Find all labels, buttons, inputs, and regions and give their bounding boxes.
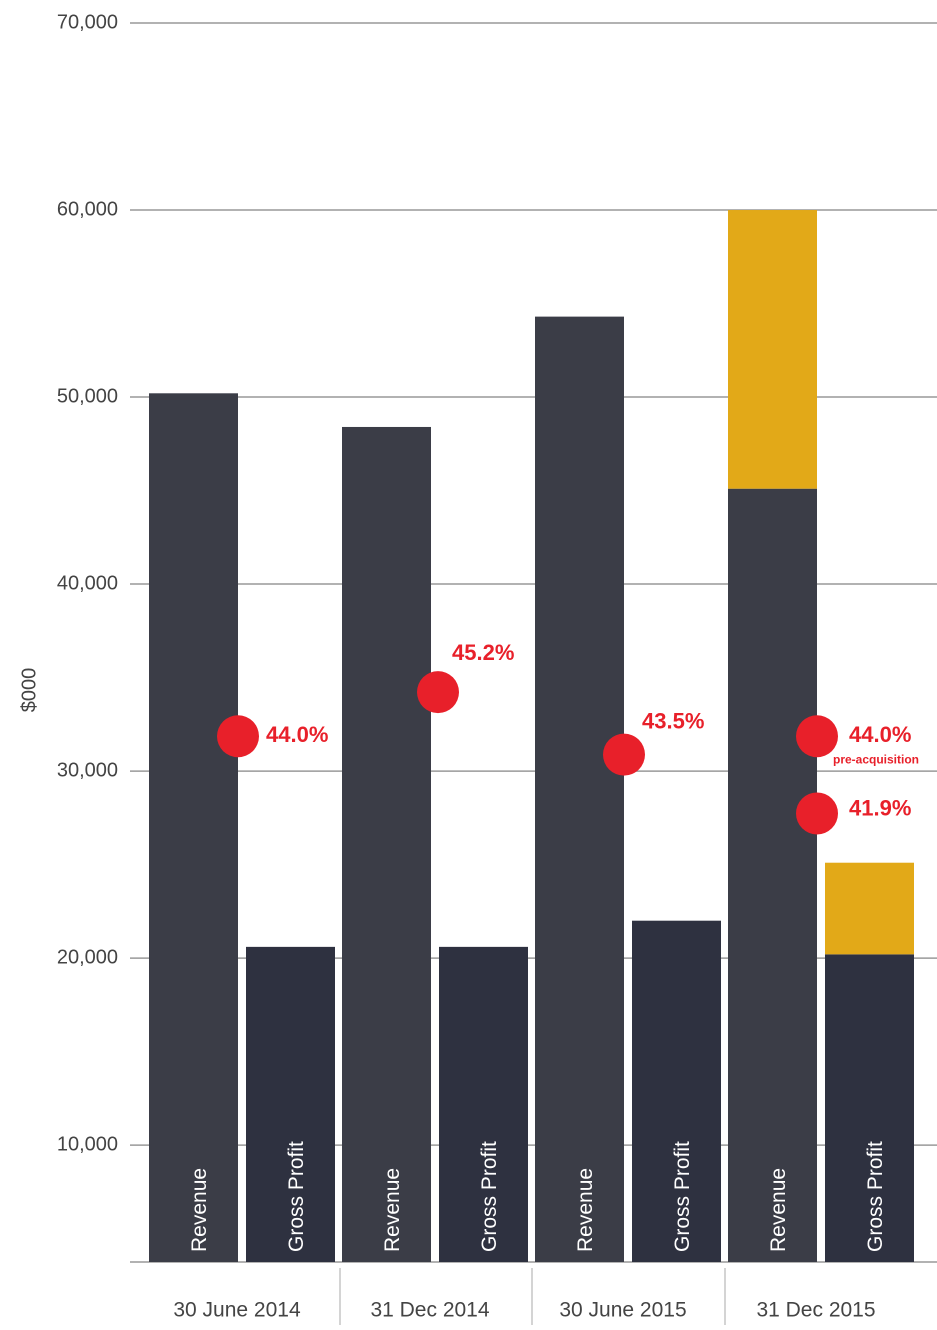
x-tick-label: 30 June 2015 (559, 1299, 686, 1322)
bar (535, 317, 624, 1262)
margin-dot (796, 715, 838, 757)
margin-label: 41.9% (849, 795, 911, 820)
y-tick-label: 40,000 (57, 572, 118, 594)
margin-label: 43.5% (642, 708, 704, 733)
bar-label: Revenue (767, 1168, 790, 1252)
bar-label: Gross Profit (671, 1141, 694, 1252)
y-tick-label: 20,000 (57, 946, 118, 968)
bar-acquisition (728, 210, 817, 489)
bar (342, 427, 431, 1262)
y-tick-label: 30,000 (57, 759, 118, 781)
bar (728, 489, 817, 1262)
margin-label: 44.0% (266, 722, 328, 747)
bar-label: Gross Profit (864, 1141, 887, 1252)
bar-label: Gross Profit (285, 1141, 308, 1252)
margin-dot (417, 671, 459, 713)
margin-dot (217, 715, 259, 757)
margin-label: 44.0% (849, 722, 911, 747)
y-axis-label: $000 (18, 668, 40, 713)
bar-label: Revenue (188, 1168, 211, 1252)
x-tick-label: 31 Dec 2015 (756, 1299, 875, 1322)
y-tick-label: 10,000 (57, 1133, 118, 1155)
margin-dot (796, 792, 838, 834)
y-tick-label: 70,000 (57, 11, 118, 33)
bar-label: Revenue (381, 1168, 404, 1252)
margin-note: pre-acquisition (833, 752, 919, 766)
y-tick-label: 60,000 (57, 198, 118, 220)
margin-dot (603, 734, 645, 776)
y-tick-label: 50,000 (57, 385, 118, 407)
x-tick-label: 30 June 2014 (173, 1299, 301, 1322)
page: $000 10,000 20,000 30,000 40,000 50,000 60,00… (0, 0, 937, 1325)
bar-acquisition (825, 863, 914, 955)
margin-label: 45.2% (452, 640, 514, 665)
bar-label: Revenue (574, 1168, 597, 1252)
bar (149, 393, 238, 1262)
x-tick-label: 31 Dec 2014 (370, 1299, 489, 1322)
chart: $000 10,000 20,000 30,000 40,000 50,000 60,00… (0, 0, 937, 1325)
bar-label: Gross Profit (478, 1141, 501, 1252)
